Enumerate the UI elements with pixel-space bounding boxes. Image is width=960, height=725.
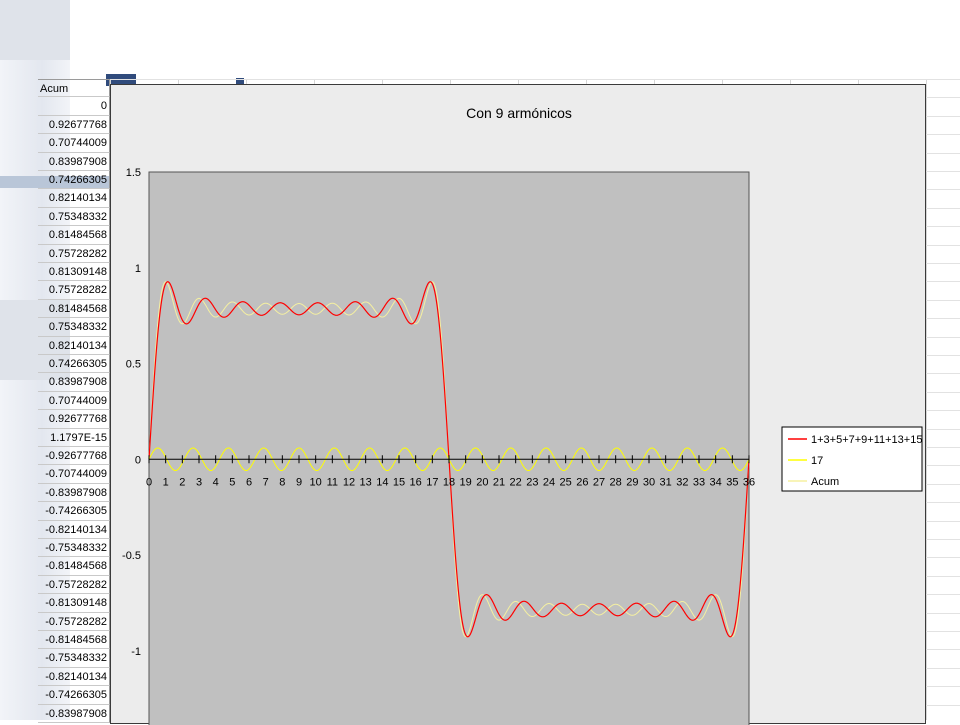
x-tick-label: 26	[576, 476, 588, 488]
sheet-cell[interactable]: -0.75348332	[38, 539, 110, 558]
x-tick-label: 30	[643, 476, 655, 488]
sheet-cell[interactable]: 0.82140134	[38, 336, 110, 355]
sheet-cell[interactable]: 0	[38, 97, 110, 116]
legend-label: 17	[811, 455, 823, 467]
x-tick-label: 17	[426, 476, 438, 488]
x-tick-label: 27	[593, 476, 605, 488]
sheet-cell[interactable]: -0.81309148	[38, 594, 110, 613]
x-tick-label: 31	[660, 476, 672, 488]
sheet-cell[interactable]: 0.70744009	[38, 134, 110, 153]
y-tick-label: 0	[135, 454, 141, 466]
sheet-cell[interactable]: 0.74266305	[38, 171, 110, 190]
deco-shape-small	[236, 78, 244, 86]
x-tick-label: 13	[360, 476, 372, 488]
x-tick-label: 24	[543, 476, 555, 488]
sheet-cell[interactable]: -0.83987908	[38, 704, 110, 723]
sheet-cell[interactable]: 0.82140134	[38, 189, 110, 208]
legend-label: 1+3+5+7+9+11+13+15	[811, 434, 922, 446]
sheet-cell[interactable]: 0.75728282	[38, 244, 110, 263]
sheet-cell[interactable]: 0.81309148	[38, 263, 110, 282]
x-tick-label: 2	[179, 476, 185, 488]
x-tick-label: 22	[510, 476, 522, 488]
deco-shape	[106, 74, 136, 86]
sheet-cell[interactable]: 0.74266305	[38, 355, 110, 374]
legend[interactable]: 1+3+5+7+9+11+13+15 17 Acum	[781, 426, 923, 492]
sheet-gridline	[110, 79, 960, 80]
plot-area[interactable]	[148, 171, 750, 725]
y-tick-label: 1	[135, 263, 141, 275]
y-tick-label: -1	[131, 646, 141, 658]
x-tick-label: 4	[213, 476, 219, 488]
x-tick-label: 34	[710, 476, 722, 488]
y-axis: 1.5 1 0.5 0 -0.5 -1	[122, 167, 141, 658]
x-tick-label: 28	[610, 476, 622, 488]
x-tick-label: 1	[163, 476, 169, 488]
y-tick-label: 0.5	[126, 359, 141, 371]
x-tick-label: 3	[196, 476, 202, 488]
x-tick-label: 20	[476, 476, 488, 488]
x-tick-label: 5	[229, 476, 235, 488]
sheet-cell[interactable]: 0.81484568	[38, 299, 110, 319]
column-header-acum[interactable]: Acum	[38, 79, 110, 98]
y-tick-label: -0.5	[122, 550, 141, 562]
x-tick-label: 19	[460, 476, 472, 488]
x-tick-label: 35	[726, 476, 738, 488]
sheet-cell[interactable]: -0.82140134	[38, 520, 110, 539]
x-tick-label: 33	[693, 476, 705, 488]
x-tick-label: 25	[560, 476, 572, 488]
left-deco-strip	[0, 0, 70, 720]
x-tick-label: 15	[393, 476, 405, 488]
x-tick-label: 32	[676, 476, 688, 488]
x-tick-label: 16	[410, 476, 422, 488]
x-tick-label: 29	[626, 476, 638, 488]
x-tick-label: 18	[443, 476, 455, 488]
y-tick-label: 1.5	[126, 167, 141, 179]
sheet-cell[interactable]: -0.81484568	[38, 557, 110, 576]
x-axis: 0 1 2 3 4 5 6 7 8 9 10 11 12 13 14 15 16 17 18 19 20 21 22 23 24…	[146, 455, 755, 488]
sheet-cell[interactable]: -0.92677768	[38, 447, 110, 466]
sheet-cell[interactable]: 0.75348332	[38, 207, 110, 227]
sheet-cell[interactable]: -0.75728282	[38, 612, 110, 631]
sheet-cell[interactable]: -0.74266305	[38, 686, 110, 705]
sheet-cell[interactable]: 0.92677768	[38, 115, 110, 135]
x-tick-label: 23	[526, 476, 538, 488]
x-tick-label: 14	[376, 476, 388, 488]
legend-label: Acum	[811, 476, 839, 488]
sheet-cell[interactable]: 0.81484568	[38, 226, 110, 245]
x-tick-label: 12	[343, 476, 355, 488]
sheet-gridline	[926, 79, 927, 720]
sheet-cell[interactable]: -0.70744009	[38, 465, 110, 484]
x-tick-label: 21	[493, 476, 505, 488]
sheet-cell[interactable]: -0.75728282	[38, 575, 110, 595]
sheet-cell[interactable]: 0.83987908	[38, 373, 110, 392]
sheet-cell[interactable]: -0.75348332	[38, 649, 110, 668]
x-tick-label: 11	[327, 476, 338, 488]
sheet-cell[interactable]: 0.70744009	[38, 391, 110, 411]
sheet-cell[interactable]: -0.74266305	[38, 502, 110, 521]
sheet-cell[interactable]: -0.81484568	[38, 631, 110, 650]
x-tick-label: 6	[246, 476, 252, 488]
sheet-cell[interactable]: 1.1797E-15	[38, 428, 110, 447]
sheet-cell[interactable]: -0.83987908	[38, 483, 110, 503]
chart-title: Con 9 armónicos	[466, 105, 572, 121]
x-tick-label: 8	[279, 476, 285, 488]
column-acum: Acum 0 0.92677768 0.70744009 0.83987908 0.74…	[38, 79, 110, 723]
sheet-cell[interactable]: -0.82140134	[38, 667, 110, 687]
sheet-cell[interactable]: 0.75348332	[38, 318, 110, 337]
sheet-cell[interactable]: 0.83987908	[38, 152, 110, 171]
deco-bar	[0, 176, 110, 188]
x-tick-label: 7	[263, 476, 269, 488]
x-tick-label: 10	[310, 476, 322, 488]
x-tick-label: 0	[146, 476, 152, 488]
x-tick-label: 36	[743, 476, 755, 488]
sheet-cell[interactable]: 0.92677768	[38, 410, 110, 429]
sheet-cell[interactable]: 0.75728282	[38, 281, 110, 300]
x-tick-label: 9	[296, 476, 302, 488]
